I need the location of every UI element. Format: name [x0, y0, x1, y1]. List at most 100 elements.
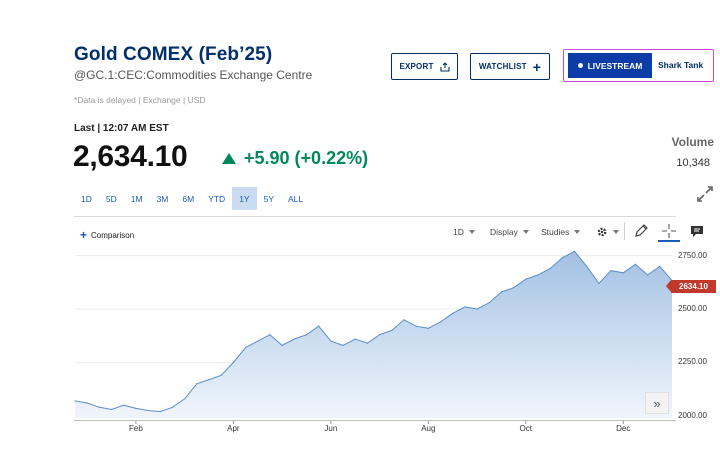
range-tab-5y[interactable]: 5Y — [263, 193, 274, 204]
data-point — [135, 407, 137, 409]
price-change: +5.90 (+0.22%) — [222, 148, 368, 169]
y-tick-label: 2750.00 — [678, 250, 707, 260]
data-point — [318, 325, 320, 327]
share-icon — [439, 61, 450, 72]
data-point — [244, 346, 247, 349]
range-tab-all[interactable]: ALL — [288, 193, 304, 204]
data-point — [196, 383, 198, 385]
range-tab-3m[interactable]: 3M — [156, 193, 169, 204]
symbol-subtitle: @GC.1:CEC:Commodities Exchange Centre — [74, 68, 313, 82]
data-point — [171, 406, 174, 408]
data-point — [147, 409, 149, 412]
data-point — [659, 265, 661, 267]
data-delay-note: *Data is delayed | Exchange | USD — [74, 95, 206, 105]
x-tick-label: Jun — [324, 424, 338, 433]
data-point — [366, 342, 369, 344]
show-link[interactable]: Shark Tank — [658, 60, 704, 70]
x-tick-label: Aug — [421, 424, 436, 433]
data-point — [305, 334, 308, 336]
crosshair-active-indicator — [658, 240, 680, 242]
expand-icon[interactable] — [696, 185, 714, 203]
export-label: EXPORT — [399, 62, 434, 71]
data-point — [634, 263, 637, 265]
last-time: Last | 12:07 AM EST — [74, 123, 169, 134]
data-point — [573, 250, 576, 253]
livestream-widget: LIVESTREAM Shark Tank — [563, 49, 714, 82]
data-point — [391, 329, 393, 332]
range-tab-1d[interactable]: 1D — [81, 193, 92, 204]
toolbar-divider — [624, 222, 625, 240]
range-tab-1m[interactable]: 1M — [130, 193, 143, 204]
data-point — [86, 402, 88, 404]
chevron-down-icon — [468, 230, 475, 234]
price-area — [75, 251, 672, 418]
data-point — [98, 406, 100, 408]
data-point — [415, 325, 417, 327]
range-tab-1y[interactable]: 1Y — [232, 187, 257, 210]
interval-label: 1D — [453, 227, 464, 237]
data-point — [208, 378, 210, 381]
x-tick-label: Oct — [519, 424, 533, 433]
data-point — [281, 344, 283, 346]
volume-value: 10,348 — [676, 157, 710, 169]
data-point — [439, 321, 442, 323]
display-dropdown[interactable]: Display — [490, 223, 529, 241]
data-point — [354, 338, 356, 340]
comment-icon[interactable] — [688, 222, 706, 240]
data-point — [159, 410, 161, 413]
price-change-value: +5.90 (+0.22%) — [244, 148, 369, 168]
last-price: 2,634.10 — [73, 140, 188, 173]
watchlist-button[interactable]: WATCHLIST + — [470, 53, 550, 80]
crosshair-icon[interactable] — [660, 222, 678, 240]
scroll-right-button[interactable]: » — [645, 392, 669, 414]
data-point — [378, 334, 381, 336]
data-point — [330, 340, 332, 342]
y-tick-label: 2250.00 — [678, 357, 707, 367]
chevron-down-icon — [522, 230, 529, 234]
x-tick-label: Apr — [227, 424, 240, 433]
data-point — [488, 302, 490, 304]
data-point — [74, 400, 76, 402]
data-point — [500, 291, 503, 293]
data-point — [513, 287, 515, 289]
studies-dropdown[interactable]: Studies — [541, 223, 581, 241]
data-point — [220, 374, 222, 376]
range-tab-ytd[interactable]: YTD — [208, 193, 226, 204]
y-tick-label: 2000.00 — [678, 410, 707, 420]
export-button[interactable]: EXPORT — [391, 53, 458, 80]
settings-dropdown[interactable] — [596, 223, 619, 241]
y-tick-label: 2500.00 — [678, 304, 707, 314]
up-arrow-icon — [222, 153, 236, 164]
comparison-button[interactable]: + Comparison — [80, 229, 134, 241]
data-point — [184, 398, 186, 400]
data-point — [598, 282, 600, 285]
data-point — [647, 274, 649, 276]
chart-panel — [74, 216, 676, 421]
livestream-button[interactable]: LIVESTREAM — [568, 53, 652, 78]
interval-dropdown[interactable]: 1D — [453, 223, 475, 241]
livestream-label: LIVESTREAM — [587, 60, 643, 71]
gear-icon — [597, 227, 607, 237]
chevron-down-icon — [613, 230, 619, 234]
data-point — [452, 312, 454, 314]
data-point — [537, 274, 539, 276]
range-tab-5d[interactable]: 5D — [105, 193, 117, 204]
plus-icon: + — [80, 228, 88, 242]
data-point — [293, 338, 295, 340]
data-point — [561, 257, 563, 259]
data-point — [586, 265, 588, 267]
pencil-icon[interactable] — [632, 222, 650, 240]
x-tick-label: Feb — [129, 424, 143, 433]
range-tab-6m[interactable]: 6M — [182, 193, 195, 204]
studies-label: Studies — [541, 227, 570, 237]
volume-label: Volume — [671, 135, 714, 149]
data-point — [123, 404, 125, 406]
data-point — [342, 344, 344, 346]
double-chevron-right-icon: » — [653, 395, 661, 411]
price-line — [74, 250, 673, 413]
data-point — [476, 308, 478, 310]
comparison-label: Comparison — [91, 230, 135, 240]
data-point — [403, 319, 405, 321]
x-tick-label: Dec — [616, 424, 631, 433]
